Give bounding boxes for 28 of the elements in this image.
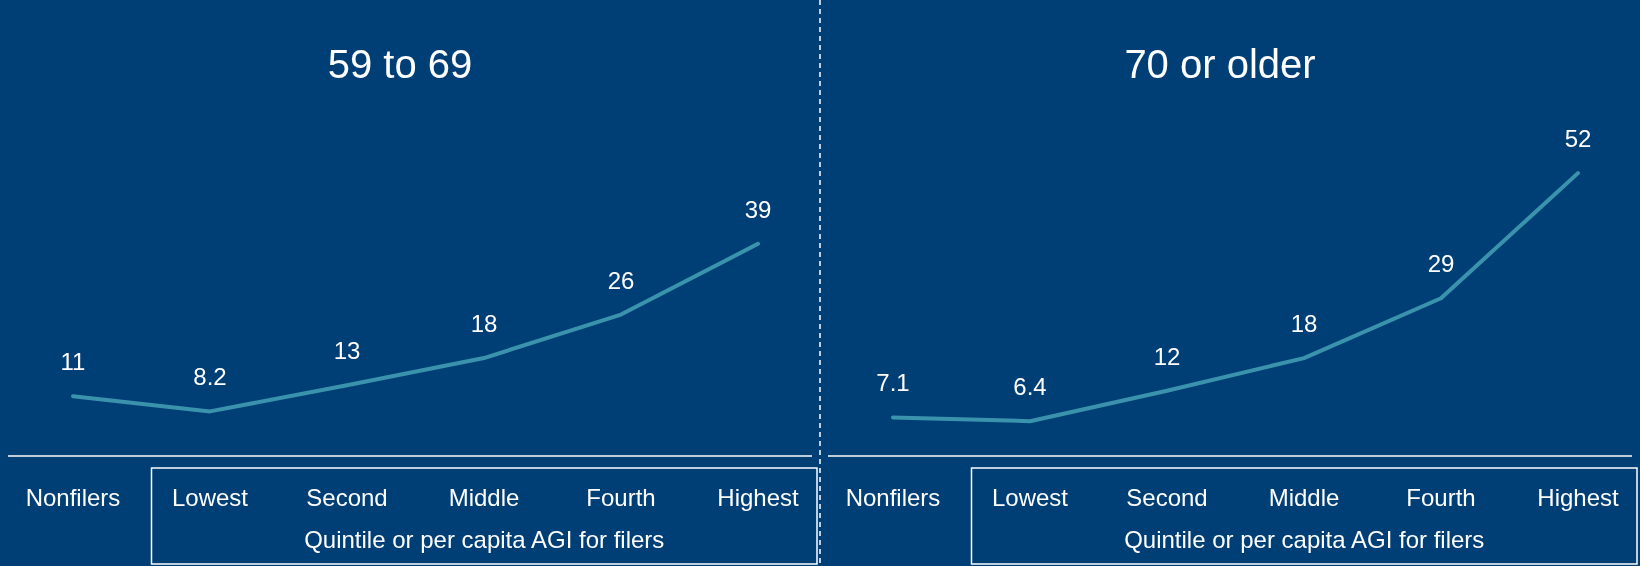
x-tick-label: Second [306,484,388,511]
x-tick-label: Highest [717,484,800,511]
data-label: 29 [1427,250,1455,278]
data-label: 11 [60,348,86,376]
data-label: 12 [1153,342,1181,370]
x-axis-title: Quintile or per capita AGI for filers [304,526,665,553]
data-label: 7.1 [876,369,910,397]
x-tick-label: Fourth [586,484,656,511]
chart-title: 59 to 69 [327,42,473,86]
x-tick-label: Middle [448,484,520,511]
data-label: 18 [470,310,498,338]
data-label: 18 [1290,310,1318,338]
data-label: 13 [333,337,361,365]
x-tick-label: Fourth [1406,484,1476,511]
data-label: 52 [1564,125,1592,153]
data-label: 6.4 [1013,373,1047,401]
x-tick-label: Middle [1268,484,1340,511]
data-label: 26 [607,266,635,294]
x-tick-label: Highest [1537,484,1620,511]
data-label: 39 [744,195,772,223]
x-tick-label: Nonfilers [845,484,941,511]
x-tick-label: Lowest [171,484,249,511]
x-tick-label: Nonfilers [25,484,121,511]
x-tick-label: Second [1126,484,1208,511]
x-axis-title: Quintile or per capita AGI for filers [1124,526,1485,553]
data-label: 8.2 [193,363,227,391]
x-tick-label: Lowest [991,484,1069,511]
chart-title: 70 or older [1124,42,1316,86]
